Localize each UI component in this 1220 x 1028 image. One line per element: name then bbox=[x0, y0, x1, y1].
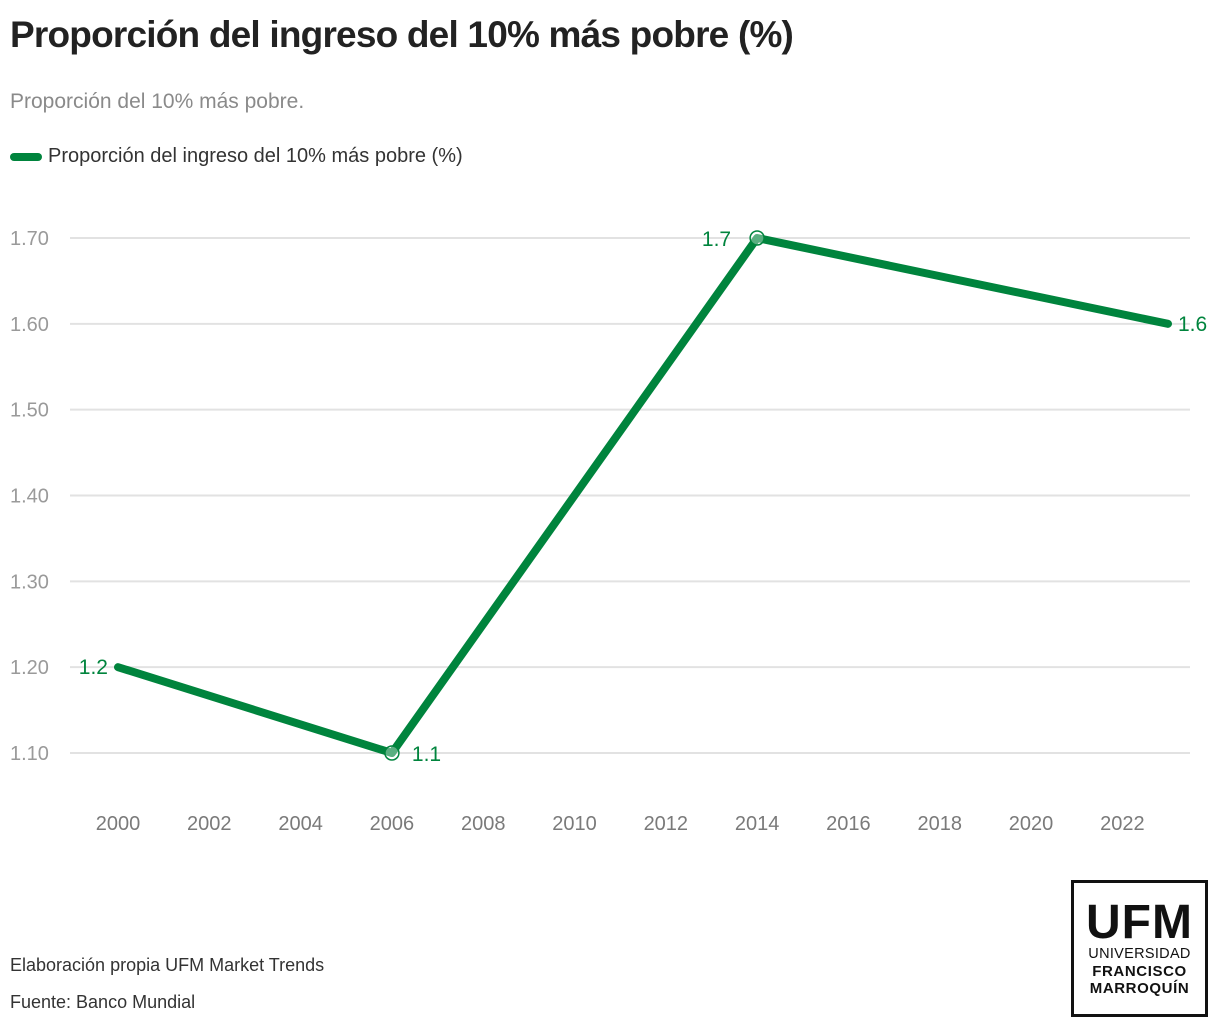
y-tick-label: 1.70 bbox=[10, 228, 49, 250]
logo-line-3: MARROQUÍN bbox=[1089, 980, 1190, 997]
chart-title: Proporción del ingreso del 10% más pobre… bbox=[10, 14, 794, 55]
x-tick-label: 2000 bbox=[96, 813, 141, 835]
x-axis: 2000 2002 2004 2006 2008 2010 2012 2014 2016 2018… bbox=[96, 813, 1145, 835]
x-tick-label: 2004 bbox=[278, 813, 323, 835]
y-tick-label: 1.20 bbox=[10, 657, 49, 679]
y-axis: 1.10 1.20 1.30 1.40 1.50 1.60 1.70 bbox=[10, 228, 49, 765]
data-label: 1.2 bbox=[79, 656, 108, 679]
footer-source: Fuente: Banco Mundial bbox=[10, 992, 196, 1012]
legend-label: Proporción del ingreso del 10% más pobre… bbox=[48, 145, 463, 167]
y-tick-label: 1.30 bbox=[10, 571, 49, 593]
footer-credit: Elaboración propia UFM Market Trends bbox=[10, 955, 325, 975]
logo-line-2: FRANCISCO bbox=[1092, 963, 1187, 980]
x-tick-label: 2012 bbox=[644, 813, 689, 835]
data-labels: 1.2 1.1 1.7 1.6 bbox=[79, 228, 1207, 766]
data-point-marker bbox=[384, 745, 400, 761]
data-label: 1.7 bbox=[702, 228, 731, 251]
logo-line-1: UNIVERSIDAD bbox=[1088, 946, 1191, 962]
logo-main-text: UFM bbox=[1086, 896, 1193, 949]
y-tick-label: 1.50 bbox=[10, 400, 49, 422]
x-tick-label: 2008 bbox=[461, 813, 506, 835]
x-tick-label: 2016 bbox=[826, 813, 871, 835]
x-tick-label: 2018 bbox=[917, 813, 962, 835]
legend: Proporción del ingreso del 10% más pobre… bbox=[10, 145, 463, 168]
y-tick-label: 1.40 bbox=[10, 486, 49, 508]
data-point-marker bbox=[749, 230, 765, 246]
ufm-logo: UFM UNIVERSIDAD FRANCISCO MARROQUÍN bbox=[1071, 880, 1208, 1017]
chart-subtitle: Proporción del 10% más pobre. bbox=[10, 90, 305, 113]
series-line bbox=[114, 234, 1172, 757]
data-label: 1.1 bbox=[412, 743, 441, 766]
data-label: 1.6 bbox=[1178, 313, 1207, 336]
line-chart: 1.101.201.301.401.501.601.70 2000 2002 200… bbox=[10, 228, 1207, 835]
x-tick-label: 2014 bbox=[735, 813, 780, 835]
x-tick-label: 2006 bbox=[370, 813, 415, 835]
legend-swatch bbox=[10, 152, 42, 161]
y-tick-label: 1.60 bbox=[10, 314, 49, 336]
x-tick-label: 2022 bbox=[1100, 813, 1145, 835]
x-tick-label: 2010 bbox=[552, 813, 597, 835]
x-tick-label: 2020 bbox=[1009, 813, 1054, 835]
x-tick-label: 2002 bbox=[187, 813, 232, 835]
y-tick-label: 1.10 bbox=[10, 743, 49, 765]
series bbox=[114, 230, 1172, 761]
grid-lines bbox=[70, 237, 1190, 754]
